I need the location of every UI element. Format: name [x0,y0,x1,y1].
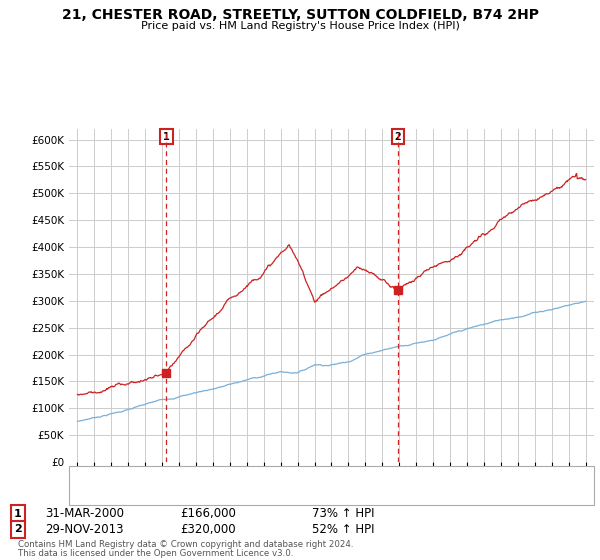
Text: 31-MAR-2000: 31-MAR-2000 [45,507,124,520]
Text: ——: —— [75,469,100,482]
Text: This data is licensed under the Open Government Licence v3.0.: This data is licensed under the Open Gov… [18,549,293,558]
Text: 21, CHESTER ROAD, STREETLY, SUTTON COLDFIELD, B74 2HP (detached house): 21, CHESTER ROAD, STREETLY, SUTTON COLDF… [102,470,517,480]
Text: 52% ↑ HPI: 52% ↑ HPI [312,522,374,536]
Text: 1: 1 [14,508,22,519]
Text: £166,000: £166,000 [180,507,236,520]
Text: ——: —— [75,483,100,497]
Text: Contains HM Land Registry data © Crown copyright and database right 2024.: Contains HM Land Registry data © Crown c… [18,540,353,549]
Text: 29-NOV-2013: 29-NOV-2013 [45,522,124,536]
Text: £320,000: £320,000 [180,522,236,536]
Text: 21, CHESTER ROAD, STREETLY, SUTTON COLDFIELD, B74 2HP: 21, CHESTER ROAD, STREETLY, SUTTON COLDF… [62,8,539,22]
Text: 2: 2 [14,524,22,534]
Text: Price paid vs. HM Land Registry's House Price Index (HPI): Price paid vs. HM Land Registry's House … [140,21,460,31]
Text: 1: 1 [163,132,170,142]
Text: HPI: Average price, detached house, Walsall: HPI: Average price, detached house, Wals… [102,485,332,495]
Text: 2: 2 [394,132,401,142]
Text: 73% ↑ HPI: 73% ↑ HPI [312,507,374,520]
